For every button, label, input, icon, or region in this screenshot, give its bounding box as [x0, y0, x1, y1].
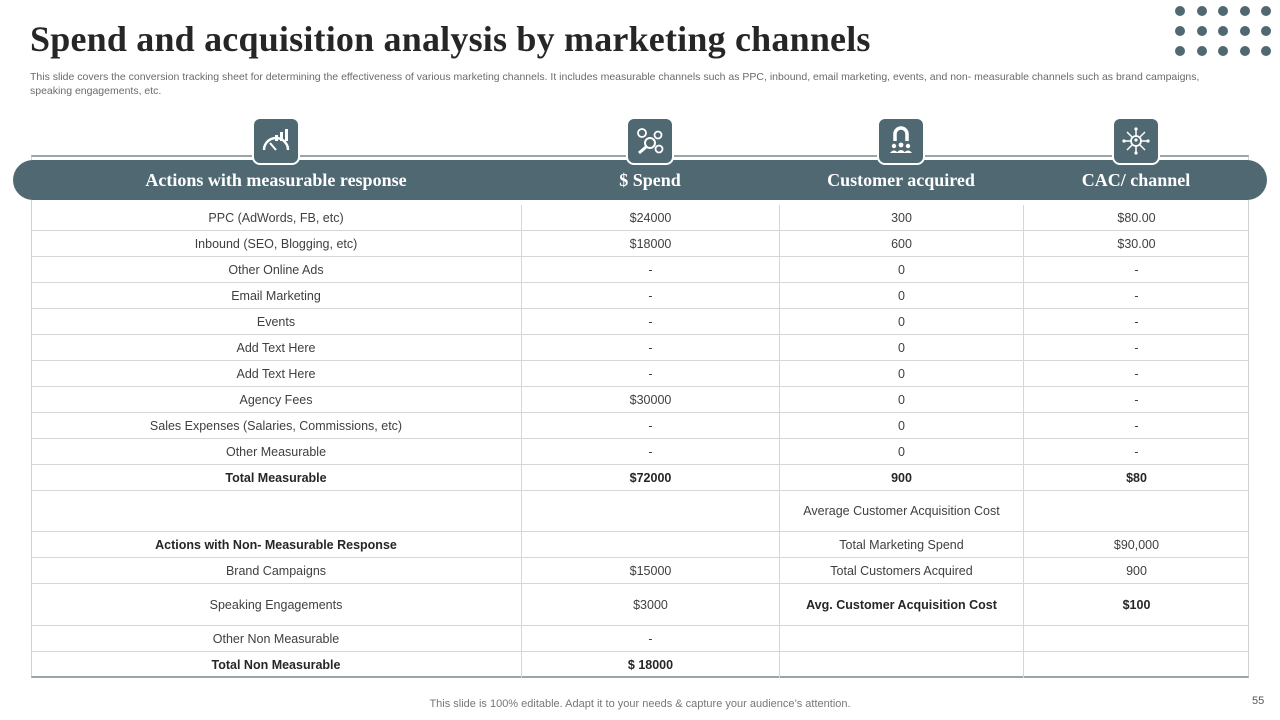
table-cell: 0 — [779, 387, 1023, 412]
table-cell: Avg. Customer Acquisition Cost — [779, 584, 1023, 625]
table-cell: Inbound (SEO, Blogging, etc) — [194, 236, 358, 251]
table-header-bar — [13, 160, 1267, 200]
table-cell: 0 — [779, 309, 1023, 334]
table-cell: 0 — [779, 439, 1023, 464]
table-cell — [1023, 491, 1249, 531]
table-cell: - — [521, 361, 779, 386]
table-cell: 0 — [779, 283, 1023, 308]
table-row: Brand Campaigns $15000 Total Customers Acq… — [31, 558, 1249, 584]
table-cell: 900 — [1023, 558, 1249, 583]
table-cell: Total Customers Acquired — [779, 558, 1023, 583]
table-cell: 600 — [779, 231, 1023, 256]
header-cac-channel: CAC/ channel — [1081, 170, 1191, 190]
header-actions-measurable: Actions with measurable response — [145, 170, 407, 190]
header-customer-acquired: Customer acquired — [827, 170, 975, 190]
table-row: Average Customer Acquisition Cost — [31, 491, 1249, 532]
table-cell: $80 — [1023, 465, 1249, 490]
table-cell: Sales Expenses (Salaries, Commissions, e… — [149, 418, 403, 433]
table-cell: - — [521, 257, 779, 282]
table-cell: - — [521, 283, 779, 308]
table-cell: Other Measurable — [225, 444, 327, 459]
table-row: Other Non Measurable - — [31, 626, 1249, 652]
table-cell: Total Measurable — [225, 470, 327, 485]
table-cell: $ 18000 — [521, 652, 779, 678]
table-cell — [1023, 626, 1249, 651]
table-cell: Brand Campaigns — [225, 563, 327, 578]
table-row: Sales Expenses (Salaries, Commissions, e… — [31, 413, 1249, 439]
table-cell: 900 — [779, 465, 1023, 490]
table-cell: Other Online Ads — [228, 262, 324, 277]
decorative-dot-grid — [1175, 6, 1271, 56]
table-cell — [521, 532, 779, 557]
table-row: Inbound (SEO, Blogging, etc) $18000 600 $30… — [31, 231, 1249, 257]
table-row: Agency Fees $30000 0- — [31, 387, 1249, 413]
table-cell: 0 — [779, 257, 1023, 282]
table-cell: $72000 — [521, 465, 779, 490]
table-cell: - — [1023, 413, 1249, 438]
table-row: Total Measurable $72000 900 $80 — [31, 465, 1249, 491]
table-cell: - — [521, 309, 779, 334]
page-number: 55 — [1252, 695, 1265, 707]
table-row: Speaking Engagements $3000 Avg. Customer A… — [31, 584, 1249, 626]
table-cell: - — [1023, 439, 1249, 464]
table-cell: - — [1023, 257, 1249, 282]
table-cell: Average Customer Acquisition Cost — [779, 491, 1023, 531]
table-cell: Total Non Measurable — [211, 658, 341, 672]
slide-title: Spend and acquisition analysis by market… — [30, 19, 871, 59]
table-cell: $90,000 — [1023, 532, 1249, 557]
table-cell: - — [521, 439, 779, 464]
table-cell: - — [521, 413, 779, 438]
table-row: Other Measurable -0- — [31, 439, 1249, 465]
table-cell: $100 — [1023, 584, 1249, 625]
slide-footer-note: This slide is 100% editable. Adapt it to… — [429, 698, 851, 710]
table-cell: - — [1023, 335, 1249, 360]
table-cell: Total Marketing Spend — [779, 532, 1023, 557]
table-cell: Other Non Measurable — [212, 631, 340, 646]
table-cell: $30.00 — [1023, 231, 1249, 256]
table-row: Email Marketing -0- — [31, 283, 1249, 309]
customer-magnet-icon — [877, 117, 925, 165]
table-cell: $30000 — [521, 387, 779, 412]
table-cell: 300 — [779, 205, 1023, 230]
table-cell: 0 — [779, 335, 1023, 360]
table-cell: - — [1023, 387, 1249, 412]
network-hub-icon — [1112, 117, 1160, 165]
table-cell: - — [521, 626, 779, 651]
table-cell: Agency Fees — [239, 392, 313, 407]
table-cell: Email Marketing — [231, 288, 321, 303]
table-cell: - — [1023, 309, 1249, 334]
table-cell: Events — [256, 314, 296, 329]
table-cell: Actions with Non- Measurable Response — [155, 537, 397, 552]
table-cell: 0 — [779, 413, 1023, 438]
table-cell: Add Text Here — [236, 366, 316, 381]
table-cell — [779, 626, 1023, 651]
table-cell: - — [1023, 361, 1249, 386]
table-cell: $18000 — [521, 231, 779, 256]
money-analysis-icon — [626, 117, 674, 165]
table-cell: $15000 — [521, 558, 779, 583]
table-cell: $3000 — [521, 584, 779, 625]
table-cell — [779, 652, 1023, 678]
table-cell: - — [521, 335, 779, 360]
table-cell — [521, 491, 779, 531]
table-row: Add Text Here -0- — [31, 335, 1249, 361]
table-cell: Speaking Engagements — [209, 597, 343, 612]
table-row: Actions with Non- Measurable Response Tot… — [31, 532, 1249, 558]
table-cell: $24000 — [521, 205, 779, 230]
table-row: Total Non Measurable $ 18000 — [31, 652, 1249, 678]
table-cell — [31, 491, 521, 531]
table-cell: $80.00 — [1023, 205, 1249, 230]
table-cell: - — [1023, 283, 1249, 308]
table-row: Events -0- — [31, 309, 1249, 335]
table-row: PPC (AdWords, FB, etc) $24000 300 $80.00 — [31, 205, 1249, 231]
performance-gauge-icon — [252, 117, 300, 165]
table-cell — [1023, 652, 1249, 678]
table-cell: 0 — [779, 361, 1023, 386]
table-cell: Add Text Here — [236, 340, 316, 355]
table-row: Add Text Here -0- — [31, 361, 1249, 387]
table-row: Other Online Ads -0- — [31, 257, 1249, 283]
slide-subtitle: This slide covers the conversion trackin… — [30, 71, 1200, 97]
header-spend: $ Spend — [619, 170, 681, 190]
table-cell: PPC (AdWords, FB, etc) — [208, 210, 344, 225]
